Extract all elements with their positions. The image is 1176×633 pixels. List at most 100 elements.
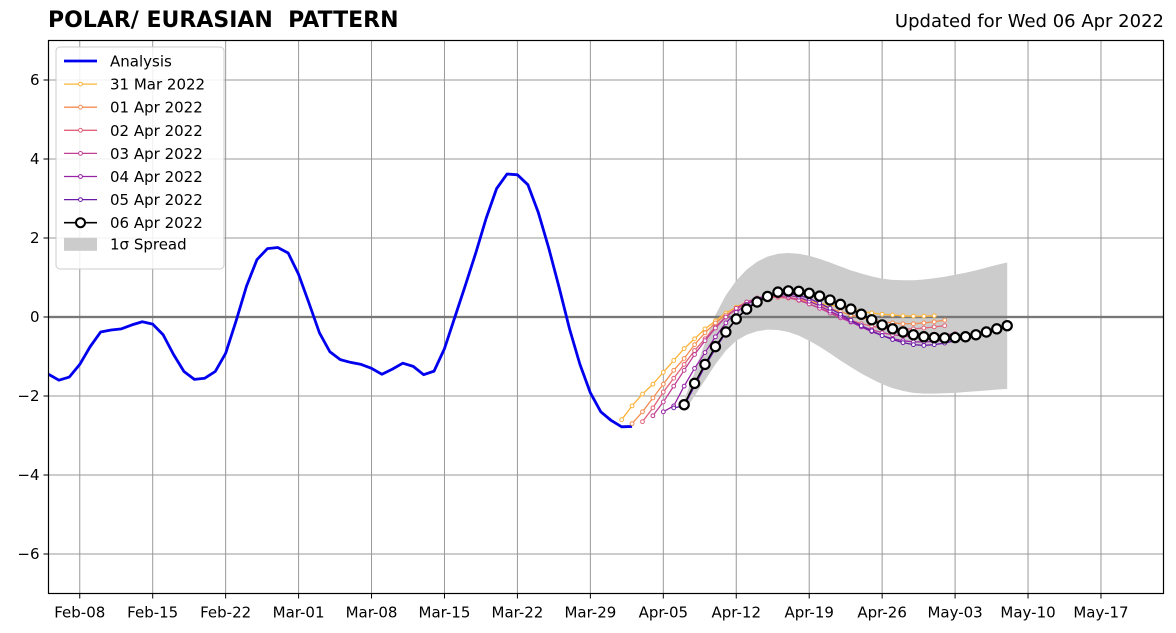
x-tick-label: Feb-08: [54, 604, 105, 622]
y-tick-label: −2: [17, 387, 39, 405]
series-point: [650, 413, 656, 419]
series-point: [688, 377, 701, 390]
series-point: [671, 358, 677, 363]
x-tick-label: Feb-15: [127, 604, 178, 622]
series-point: [890, 312, 895, 318]
legend-label: 06 Apr 2022: [110, 214, 203, 232]
x-tick-label: Apr-19: [784, 604, 834, 622]
legend-label: 05 Apr 2022: [110, 191, 203, 209]
legend: Analysis 31 Mar 2022 01 Apr 2022 02 Apr 202…: [55, 46, 225, 270]
series-point: [671, 367, 677, 373]
series-point: [629, 403, 635, 409]
legend-marker: [78, 81, 83, 87]
series-point: [751, 296, 763, 308]
y-tick-label: 6: [30, 71, 40, 89]
series-point: [866, 314, 878, 326]
series-point: [858, 323, 864, 329]
series-point: [660, 381, 666, 387]
legend-marker: [75, 217, 86, 229]
series-point: [660, 369, 666, 375]
series-point: [772, 286, 784, 298]
x-tick-label: Apr-12: [712, 604, 762, 622]
x-tick-label: May-03: [927, 604, 982, 622]
series-point: [699, 358, 711, 371]
series-point: [640, 391, 645, 397]
series-point: [723, 320, 729, 326]
series-point: [900, 321, 906, 327]
series-point: [702, 338, 708, 344]
series-point: [692, 342, 697, 348]
legend-marker: [78, 151, 83, 156]
series-point: [907, 329, 920, 341]
series-point: [876, 319, 888, 331]
legend-marker: [78, 104, 83, 110]
legend-marker: [78, 127, 83, 133]
series-point: [692, 352, 697, 357]
series-point: [931, 319, 937, 325]
series-point: [834, 298, 847, 311]
x-tick-label: May-10: [1000, 604, 1055, 622]
series-point: [782, 285, 795, 297]
series-point: [660, 389, 666, 395]
series-point: [733, 305, 739, 311]
series-point: [938, 332, 951, 344]
tick-labels: Feb-08 Feb-15 Feb-22 Mar-01 Mar-08 Mar-15 Mar-…: [17, 71, 1128, 622]
series-point: [827, 305, 833, 311]
series-point: [730, 313, 742, 325]
series-point: [921, 325, 927, 331]
x-tick-label: Mar-22: [492, 604, 544, 622]
legend-label: 04 Apr 2022: [110, 168, 203, 186]
series-point: [813, 290, 826, 302]
series-point: [921, 313, 927, 319]
series-point: [911, 342, 916, 348]
series-point: [678, 398, 690, 411]
series-point: [713, 334, 718, 340]
series-point: [817, 300, 823, 306]
series-point: [640, 419, 645, 425]
legend-label: 1σ Spread: [110, 235, 187, 253]
series-point: [671, 405, 677, 411]
series-point: [702, 326, 708, 332]
x-tick-label: Feb-22: [200, 604, 251, 622]
series-point: [702, 350, 708, 355]
series-point: [761, 290, 774, 303]
series-point: [660, 399, 666, 405]
legend-label: 31 Mar 2022: [110, 76, 205, 94]
x-tick-label: Apr-05: [639, 604, 689, 622]
series-group: [47, 172, 1013, 429]
series-point: [848, 317, 854, 323]
y-tick-label: −4: [17, 466, 39, 484]
legend-box: [55, 46, 225, 270]
x-tick-label: Mar-01: [273, 604, 325, 622]
series-point: [723, 314, 729, 320]
x-tick-label: Apr-26: [857, 604, 907, 622]
series-point: [640, 409, 645, 415]
series-point: [740, 303, 753, 315]
y-tick-label: 2: [30, 229, 40, 247]
series-point: [879, 333, 885, 338]
series-point: [918, 331, 930, 343]
series-point: [793, 285, 805, 298]
x-tick-label: Mar-15: [419, 604, 471, 622]
y-tick-label: 0: [30, 308, 40, 326]
series-point: [991, 323, 1003, 335]
series-point: [970, 329, 982, 341]
series-point: [619, 417, 625, 423]
series-point: [824, 294, 836, 306]
series-point: [1001, 319, 1013, 332]
series-point: [702, 330, 708, 336]
series-point: [959, 331, 972, 343]
series-point: [709, 340, 722, 353]
series-point: [681, 383, 687, 389]
y-tick-label: −6: [17, 545, 39, 563]
series-point: [928, 331, 940, 344]
series-point: [681, 346, 687, 352]
series-point: [660, 409, 666, 415]
legend-label: Analysis: [110, 53, 172, 71]
legend-label: 01 Apr 2022: [110, 99, 203, 117]
series-point: [911, 313, 916, 319]
legend-label: 03 Apr 2022: [110, 145, 203, 163]
x-tick-label: Mar-08: [346, 604, 398, 622]
series-line-analysis: [47, 172, 633, 429]
